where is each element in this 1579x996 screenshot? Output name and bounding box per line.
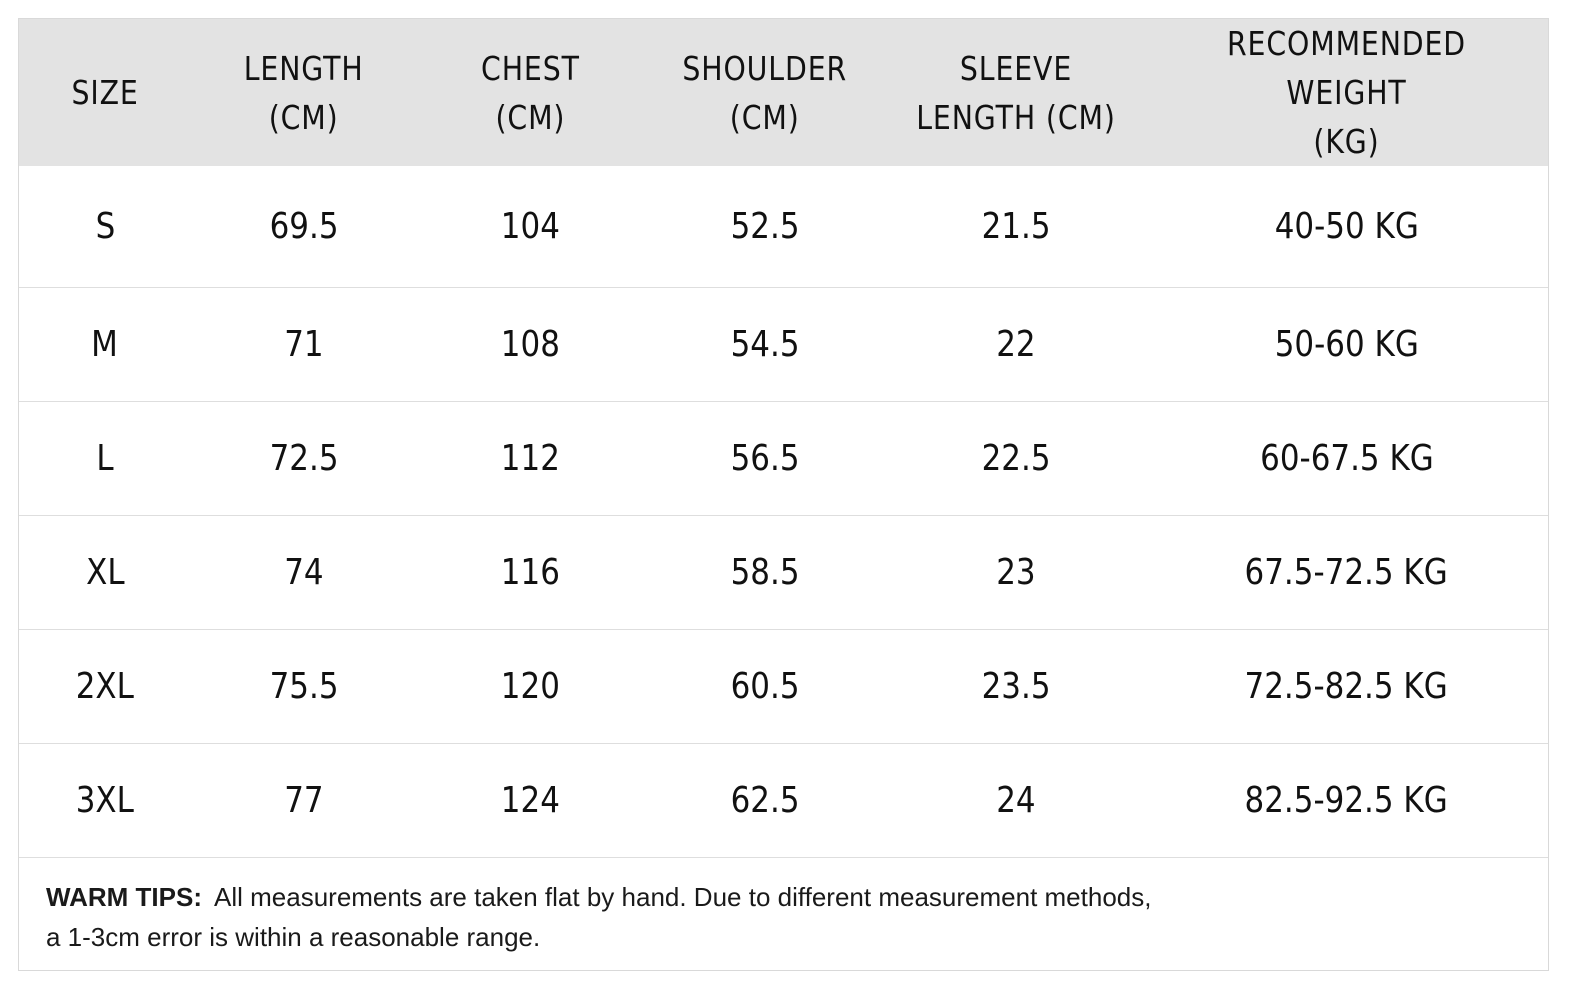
cell-size: XL bbox=[19, 515, 191, 630]
warm-tips: WARM TIPS: All measurements are taken fla… bbox=[46, 877, 1496, 957]
cell-size: S bbox=[19, 166, 191, 288]
tips-label: WARM TIPS: bbox=[46, 882, 202, 912]
table-row: L 72.5 112 56.5 22.5 60-67.5 KG bbox=[19, 401, 1548, 516]
header-size: SIZE bbox=[19, 19, 191, 166]
cell-length: 71 bbox=[191, 287, 417, 402]
size-table: SIZE LENGTH (CM) CHEST (CM) SHOULDER (CM) S… bbox=[19, 19, 1548, 858]
cell-shoulder: 54.5 bbox=[643, 287, 887, 402]
cell-size: 2XL bbox=[19, 629, 191, 744]
cell-length: 77 bbox=[191, 743, 417, 858]
cell-size: L bbox=[19, 401, 191, 516]
cell-chest: 116 bbox=[417, 515, 643, 630]
cell-chest: 124 bbox=[417, 743, 643, 858]
header-shoulder: SHOULDER (CM) bbox=[643, 19, 887, 166]
header-length: LENGTH (CM) bbox=[191, 19, 417, 166]
table-body: S 69.5 104 52.5 21.5 40-50 KG M 71 108 54.5 22 50-6… bbox=[19, 166, 1548, 858]
header-recommended-weight: RECOMMENDED WEIGHT (KG) bbox=[1145, 19, 1548, 166]
cell-sleeve-length: 24 bbox=[887, 743, 1145, 858]
header-chest: CHEST (CM) bbox=[417, 19, 643, 166]
header-row: SIZE LENGTH (CM) CHEST (CM) SHOULDER (CM) S… bbox=[19, 19, 1548, 166]
cell-sleeve-length: 22 bbox=[887, 287, 1145, 402]
cell-size: M bbox=[19, 287, 191, 402]
cell-shoulder: 60.5 bbox=[643, 629, 887, 744]
cell-recommended-weight: 50-60 KG bbox=[1145, 287, 1548, 402]
cell-length: 72.5 bbox=[191, 401, 417, 516]
cell-sleeve-length: 22.5 bbox=[887, 401, 1145, 516]
cell-shoulder: 52.5 bbox=[643, 166, 887, 288]
table-row: 3XL 77 124 62.5 24 82.5-92.5 KG bbox=[19, 743, 1548, 858]
cell-sleeve-length: 21.5 bbox=[887, 166, 1145, 288]
cell-length: 75.5 bbox=[191, 629, 417, 744]
header-sleeve-length: SLEEVE LENGTH (CM) bbox=[887, 19, 1145, 166]
table-header: SIZE LENGTH (CM) CHEST (CM) SHOULDER (CM) S… bbox=[19, 19, 1548, 166]
tips-text-1: All measurements are taken flat by hand.… bbox=[214, 882, 1152, 912]
cell-shoulder: 58.5 bbox=[643, 515, 887, 630]
cell-recommended-weight: 72.5-82.5 KG bbox=[1145, 629, 1548, 744]
cell-size: 3XL bbox=[19, 743, 191, 858]
cell-recommended-weight: 40-50 KG bbox=[1145, 166, 1548, 288]
cell-recommended-weight: 60-67.5 KG bbox=[1145, 401, 1548, 516]
cell-shoulder: 56.5 bbox=[643, 401, 887, 516]
cell-length: 69.5 bbox=[191, 166, 417, 288]
table-row: XL 74 116 58.5 23 67.5-72.5 KG bbox=[19, 515, 1548, 630]
table-row: 2XL 75.5 120 60.5 23.5 72.5-82.5 KG bbox=[19, 629, 1548, 744]
size-chart: SIZE LENGTH (CM) CHEST (CM) SHOULDER (CM) S… bbox=[18, 18, 1549, 971]
cell-chest: 112 bbox=[417, 401, 643, 516]
cell-chest: 108 bbox=[417, 287, 643, 402]
cell-length: 74 bbox=[191, 515, 417, 630]
cell-sleeve-length: 23.5 bbox=[887, 629, 1145, 744]
table-row: M 71 108 54.5 22 50-60 KG bbox=[19, 287, 1548, 402]
cell-shoulder: 62.5 bbox=[643, 743, 887, 858]
cell-recommended-weight: 82.5-92.5 KG bbox=[1145, 743, 1548, 858]
cell-chest: 120 bbox=[417, 629, 643, 744]
cell-chest: 104 bbox=[417, 166, 643, 288]
table-row: S 69.5 104 52.5 21.5 40-50 KG bbox=[19, 166, 1548, 288]
tips-line-1: WARM TIPS: All measurements are taken fla… bbox=[46, 877, 1496, 917]
cell-sleeve-length: 23 bbox=[887, 515, 1145, 630]
tips-text-2: a 1-3cm error is within a reasonable ran… bbox=[46, 922, 541, 952]
cell-recommended-weight: 67.5-72.5 KG bbox=[1145, 515, 1548, 630]
